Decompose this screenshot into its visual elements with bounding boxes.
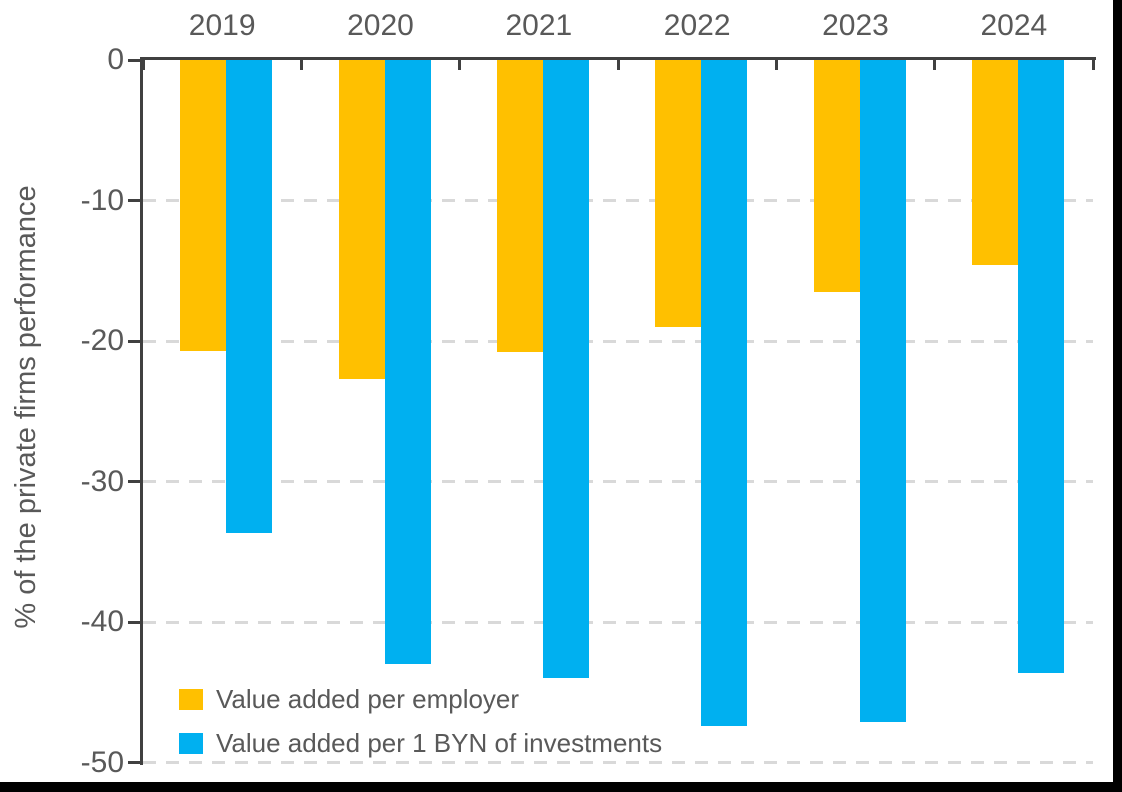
legend-label-employer: Value added per employer	[216, 683, 520, 714]
x-tick-label-2021: 2021	[505, 9, 573, 42]
x-axis-boundary-tick	[774, 57, 778, 70]
legend-label-investments: Value added per 1 BYN of investments	[216, 727, 663, 758]
y-tick--40	[128, 620, 140, 624]
y-tick-0	[128, 58, 140, 62]
legend-row-investments: Value added per 1 BYN of investments	[179, 724, 662, 762]
y-tick--50	[128, 761, 140, 764]
bar-investments-2021	[542, 60, 589, 679]
bar-employer-2019	[180, 60, 227, 351]
bottom-black-border	[0, 782, 1122, 792]
legend: Value added per employer Value added per …	[179, 680, 662, 768]
y-axis-line	[140, 57, 143, 765]
y-tick--20	[128, 339, 140, 343]
gridline--30	[143, 480, 1093, 483]
bar-investments-2019	[226, 60, 273, 534]
y-tick-label--20: -20	[80, 324, 124, 357]
x-axis-boundary-tick	[141, 57, 145, 70]
y-tick-label--10: -10	[80, 183, 124, 217]
x-axis-boundary-tick	[458, 57, 462, 70]
right-black-border	[1113, 0, 1122, 792]
x-tick-label-2022: 2022	[663, 9, 731, 42]
x-axis-boundary-tick	[1091, 57, 1095, 70]
x-tick-label-2020: 2020	[347, 9, 414, 42]
legend-swatch-employer	[179, 688, 203, 710]
gridline--40	[143, 620, 1093, 624]
x-tick-label-2023: 2023	[822, 9, 889, 42]
bar-employer-2020	[338, 60, 385, 379]
y-tick-label--50: -50	[80, 745, 124, 779]
gridline--10	[143, 199, 1093, 202]
bar-investments-2023	[859, 60, 906, 722]
x-axis-boundary-tick	[616, 57, 620, 70]
legend-row-employer: Value added per employer	[179, 680, 662, 718]
x-axis-boundary-tick	[299, 57, 303, 70]
gridline--50	[143, 761, 1093, 764]
bar-employer-2024	[971, 60, 1018, 266]
bar-employer-2022	[655, 60, 702, 327]
y-tick-label--40: -40	[80, 605, 124, 638]
bar-investments-2024	[1017, 60, 1064, 673]
bar-investments-2022	[701, 60, 748, 726]
y-tick-label--30: -30	[80, 464, 124, 498]
legend-swatch-investments	[179, 732, 203, 754]
y-tick--10	[128, 199, 140, 202]
x-tick-label-2019: 2019	[188, 9, 256, 42]
bar-employer-2021	[496, 60, 543, 353]
gridline--20	[143, 339, 1093, 343]
y-tick-label-0: 0	[107, 43, 124, 76]
y-tick--30	[128, 480, 140, 483]
x-axis-boundary-tick	[933, 57, 937, 70]
plot-area: % of the private firms performance 0 -10 -…	[10, 9, 1096, 779]
y-axis-title: % of the private firms performance	[10, 185, 42, 629]
x-tick-label-2024: 2024	[980, 9, 1048, 42]
bar-investments-2020	[384, 60, 431, 665]
bar-employer-2023	[813, 60, 860, 292]
